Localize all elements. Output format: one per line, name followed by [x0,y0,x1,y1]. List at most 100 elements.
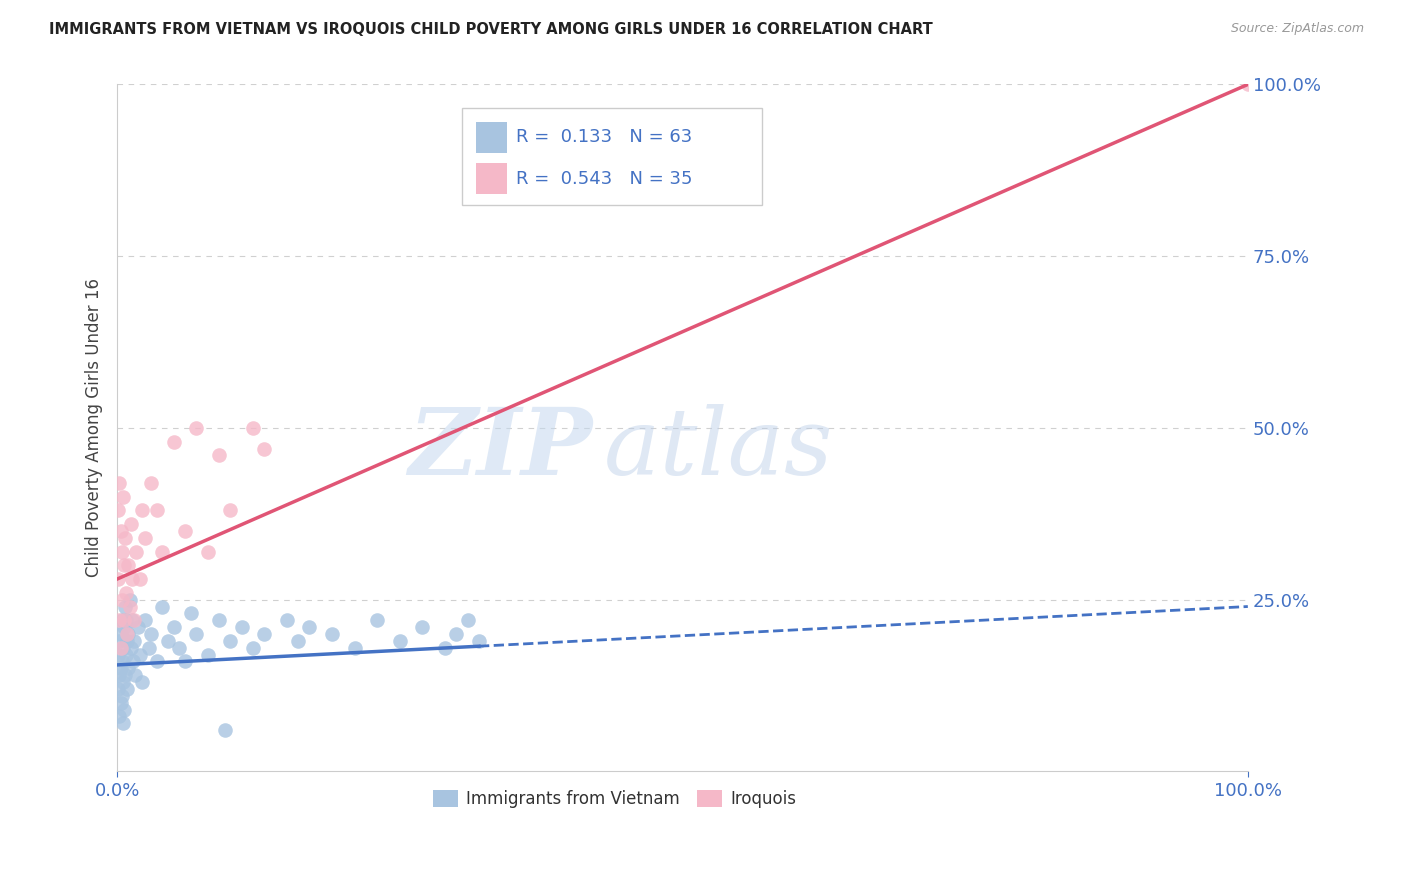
Point [197,648,219,662]
Point [287,633,309,648]
Point [219,503,242,517]
Point [121,613,143,627]
Point [108,475,131,490]
Point [231,620,253,634]
Point [214,723,236,738]
Point [163,620,186,634]
Text: Source: ZipAtlas.com: Source: ZipAtlas.com [1230,22,1364,36]
Point [115,586,138,600]
Point [122,655,145,669]
Point [186,421,208,435]
Point [134,613,156,627]
Point [208,449,231,463]
Point [120,517,142,532]
Point [131,503,153,517]
Point [457,613,479,627]
Point [111,592,134,607]
Point [108,633,131,648]
Point [180,607,202,621]
Point [117,633,139,648]
Point [108,709,131,723]
Point [388,633,411,648]
Y-axis label: Child Poverty Among Girls Under 16: Child Poverty Among Girls Under 16 [86,278,103,577]
Text: ZIP: ZIP [408,403,592,493]
Point [468,633,491,648]
Point [242,421,264,435]
Legend: Immigrants from Vietnam, Iroquois: Immigrants from Vietnam, Iroquois [426,783,803,814]
Point [124,668,146,682]
Point [107,572,129,586]
Point [117,627,139,641]
Point [111,716,134,731]
FancyBboxPatch shape [475,122,508,153]
Point [108,668,131,682]
Point [157,633,180,648]
Point [411,620,433,634]
Text: R =  0.133   N = 63: R = 0.133 N = 63 [516,128,693,146]
Point [253,627,276,641]
Point [117,627,139,641]
FancyBboxPatch shape [475,163,508,194]
Point [122,633,145,648]
Point [127,620,149,634]
Point [131,675,153,690]
Point [138,640,160,655]
Point [145,655,167,669]
Point [163,434,186,449]
Point [1237,78,1260,92]
Point [110,661,132,675]
Point [253,442,276,456]
Point [208,613,231,627]
Point [139,627,162,641]
Point [117,661,139,675]
Point [107,648,129,662]
Point [111,640,134,655]
Point [298,620,321,634]
Point [321,627,343,641]
Point [125,544,148,558]
Point [134,531,156,545]
Point [219,633,242,648]
Point [111,490,134,504]
Text: IMMIGRANTS FROM VIETNAM VS IROQUOIS CHILD POVERTY AMONG GIRLS UNDER 16 CORRELATI: IMMIGRANTS FROM VIETNAM VS IROQUOIS CHIL… [49,22,934,37]
Point [174,655,197,669]
Point [115,613,138,627]
Point [152,544,174,558]
Point [145,503,167,517]
Point [112,702,135,716]
Point [107,503,129,517]
Point [152,599,174,614]
Point [111,613,134,627]
Point [112,613,135,627]
FancyBboxPatch shape [463,109,762,204]
Point [117,558,139,573]
Point [111,689,134,703]
Point [276,613,298,627]
Point [115,648,138,662]
Point [122,613,145,627]
Point [186,627,208,641]
Point [120,640,142,655]
Point [434,640,457,655]
Point [111,655,134,669]
Point [197,544,219,558]
Point [117,681,139,696]
Point [114,668,136,682]
Point [121,572,143,586]
Point [343,640,366,655]
Point [169,640,191,655]
Point [128,648,150,662]
Point [112,558,135,573]
Point [107,681,129,696]
Point [128,572,150,586]
Point [139,475,162,490]
Text: R =  0.543   N = 35: R = 0.543 N = 35 [516,170,693,188]
Point [118,599,141,614]
Point [110,696,132,710]
Point [111,675,134,690]
Point [110,524,132,538]
Point [111,544,134,558]
Point [446,627,468,641]
Point [114,531,136,545]
Point [174,524,197,538]
